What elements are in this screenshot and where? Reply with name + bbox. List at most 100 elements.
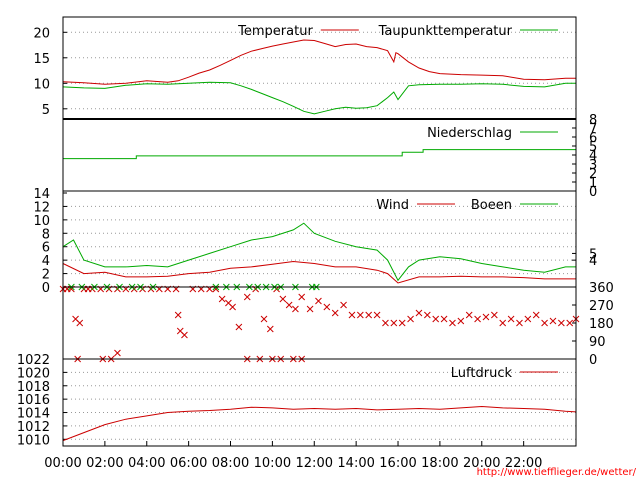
x-tick-label: 14:00: [337, 456, 374, 471]
series-wind: [62, 260, 576, 284]
y-tick-label: 8: [42, 227, 50, 242]
x-tick-label: 18:00: [421, 456, 458, 471]
legend-label: Niederschlag: [427, 126, 512, 141]
direction-point-wind: [557, 319, 565, 327]
x-tick-label: 10:00: [254, 456, 291, 471]
y-tick-label: 6: [42, 241, 50, 256]
direction-point-wind: [340, 301, 347, 309]
direction-point-wind: [440, 315, 448, 323]
panel-frame: [62, 286, 577, 360]
y-tick-label: 0: [42, 281, 50, 296]
legend-label: Temperatur: [237, 24, 313, 39]
direction-point-wind: [323, 303, 331, 311]
x-tick-label: 02:00: [86, 456, 123, 471]
direction-point-wind: [566, 319, 574, 327]
y-tick-label: 10: [33, 214, 50, 229]
direction-point-wind: [457, 317, 465, 325]
legend-label: Wind: [376, 198, 409, 213]
y-tick-label-right: 8: [589, 113, 597, 128]
y-tick-label: 14: [33, 187, 50, 202]
y-tick-label: 1018: [17, 380, 50, 395]
direction-point-wind: [490, 311, 498, 319]
source-credit: http://www.tiefflieger.de/wetter/: [477, 467, 637, 478]
y-tick-label: 15: [33, 52, 50, 67]
y-tick-label: 1012: [17, 420, 50, 435]
direction-point-wind: [279, 295, 287, 303]
direction-point-wind: [229, 303, 236, 311]
y-tick-label: 4: [42, 254, 50, 269]
x-tick-label: 22:00: [505, 456, 542, 471]
panel-pressure: [62, 358, 577, 447]
series-taupunkttemperatur: [62, 81, 576, 115]
y-tick-label-right: 4: [589, 254, 597, 269]
direction-point-wind: [260, 315, 268, 323]
y-tick-label-right: 0: [589, 185, 597, 200]
series-boeen: [62, 222, 576, 282]
direction-point-wind: [348, 311, 356, 319]
y-tick-label: 1010: [17, 433, 50, 448]
direction-point-wind: [181, 331, 188, 339]
legend-label: Boeen: [471, 198, 512, 213]
direction-point-wind: [398, 319, 406, 327]
panel-wind_direction: [59, 283, 580, 363]
legend-label: Taupunkttemperatur: [378, 24, 513, 39]
y-tick-label-right: 2: [589, 167, 597, 182]
x-tick-label: 06:00: [170, 456, 207, 471]
x-tick-label: 00:00: [44, 456, 81, 471]
direction-point-wind: [356, 311, 364, 319]
direction-point-wind: [449, 319, 456, 327]
direction-point-wind: [76, 319, 84, 327]
direction-point-wind: [541, 319, 548, 327]
direction-point-wind: [114, 349, 121, 357]
y-tick-label: 10: [33, 77, 50, 92]
direction-point-wind: [499, 319, 507, 327]
direction-point-wind: [298, 293, 306, 301]
y-tick-label-right: 0: [589, 353, 597, 368]
y-tick-label-right: 5: [589, 247, 597, 262]
direction-point-wind: [266, 325, 274, 333]
y-tick-label: 1014: [17, 407, 50, 422]
direction-point-wind: [524, 315, 532, 323]
panel-frame: [62, 358, 577, 447]
y-tick-label: 1016: [17, 393, 50, 408]
direction-point-wind: [549, 317, 557, 325]
y-tick-label-right: 180: [589, 317, 614, 332]
direction-point-wind: [235, 323, 243, 331]
panel-temperature: [62, 16, 577, 120]
y-tick-label-right: 270: [589, 299, 614, 314]
direction-point-wind: [507, 315, 515, 323]
panel-wind: [62, 190, 577, 288]
direction-point-wind: [373, 311, 381, 319]
y-tick-label-right: 3: [589, 158, 597, 173]
direction-point-wind: [415, 309, 423, 317]
y-tick-label: 2: [42, 268, 50, 283]
direction-point-wind: [285, 301, 293, 309]
x-tick-label: 20:00: [463, 456, 500, 471]
direction-point-wind: [474, 315, 481, 323]
direction-point-wind: [432, 315, 440, 323]
y-tick-label: 1020: [17, 366, 50, 381]
y-tick-label-right: 90: [589, 335, 606, 350]
y-tick-label-right: 360: [589, 281, 614, 296]
direction-point-wind: [382, 319, 389, 327]
y-tick-label-right: 1: [589, 176, 597, 191]
x-tick-label: 08:00: [212, 456, 249, 471]
direction-point-wind: [306, 305, 314, 313]
direction-point-wind: [315, 297, 322, 305]
direction-point-wind: [365, 311, 373, 319]
direction-point-wind: [482, 313, 490, 321]
series-luftdruck: [62, 405, 577, 442]
y-tick-label-right: 4: [589, 149, 597, 164]
x-tick-label: 16:00: [379, 456, 416, 471]
series-niederschlag: [63, 149, 576, 160]
direction-point-wind: [390, 319, 398, 327]
y-tick-label-right: 6: [589, 131, 597, 146]
direction-point-wind: [218, 295, 226, 303]
x-tick-label: 04:00: [128, 456, 165, 471]
direction-point-wind: [331, 309, 339, 317]
y-tick-label: 1022: [17, 353, 50, 368]
series-temperatur: [62, 39, 576, 85]
direction-point-wind: [243, 293, 251, 301]
direction-point-wind: [423, 311, 431, 319]
